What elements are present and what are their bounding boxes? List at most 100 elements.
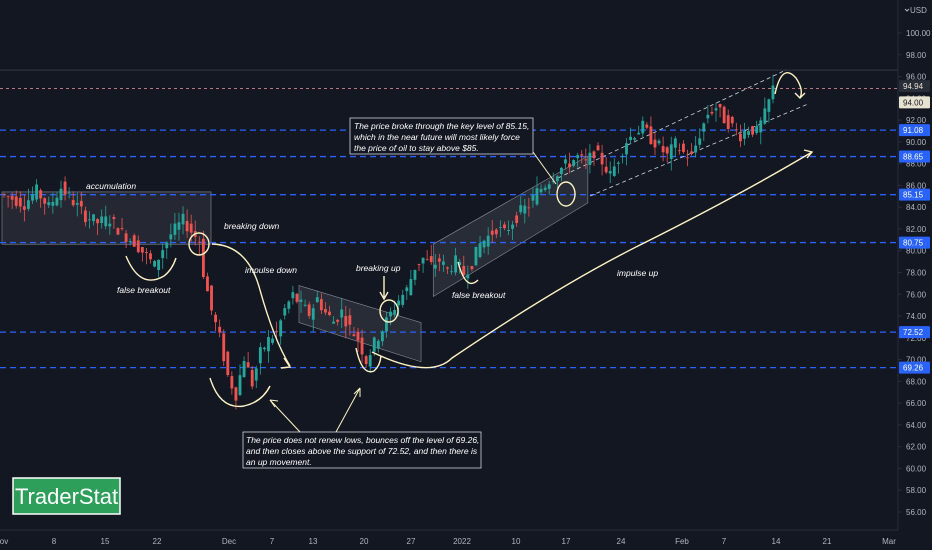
y-tick-label: 80.00	[906, 247, 927, 256]
note-pointer-right	[335, 387, 361, 433]
projection-curve	[774, 72, 803, 99]
candle-body	[763, 108, 767, 124]
candle-body	[262, 347, 266, 350]
annotation-label: false breakout	[117, 285, 171, 295]
candle-body	[523, 205, 527, 214]
current-price-tag	[899, 80, 930, 93]
candle-body	[287, 301, 291, 309]
candle-body	[482, 240, 486, 248]
candle-body	[710, 111, 714, 114]
candle-body	[511, 224, 515, 229]
candle-body	[555, 176, 559, 182]
candle-body	[612, 166, 616, 176]
annotation-label: false breakout	[452, 290, 506, 300]
candle-body	[730, 116, 734, 124]
candle-body	[409, 279, 413, 296]
current-price-tag-label: 94.00	[903, 98, 924, 107]
annotation-label: impulse down	[245, 265, 297, 275]
candle-body	[51, 201, 55, 206]
candle-body	[665, 147, 669, 154]
y-tick-label: 100.00	[906, 29, 931, 38]
candle-body	[714, 108, 718, 111]
candle-body	[92, 214, 95, 222]
level-price-tag-label: 69.26	[903, 364, 924, 373]
candle-body	[669, 144, 673, 159]
price-axis[interactable]: 56.00 58.00 60.00 62.00 64.00 66.00 68.00 70.00…	[897, 0, 932, 530]
candle-body	[88, 219, 91, 221]
candle-body	[747, 131, 750, 135]
candle-body	[218, 326, 222, 333]
impulse-down-arrowhead	[280, 357, 292, 369]
x-tick-label: 7	[722, 537, 727, 546]
candle-body	[10, 195, 14, 200]
candle-body	[568, 163, 571, 168]
candle-body	[718, 103, 722, 108]
candle-body	[498, 227, 502, 229]
candle-body	[173, 223, 177, 235]
candle-body	[751, 126, 755, 135]
candle-body	[181, 213, 185, 225]
y-tick-label: 60.00	[906, 464, 927, 473]
candle-body	[18, 198, 22, 207]
annotation-label: impulse up	[617, 268, 658, 278]
x-tick-label: 27	[407, 537, 416, 546]
y-tick-label: 90.00	[906, 138, 927, 147]
time-axis[interactable]: ov 8 15 22 Dec 7 13 20 27 2022 10 17 24 Feb 7 14 21 Mar	[0, 529, 932, 550]
level-price-tag-label: 91.08	[903, 126, 924, 135]
breaking-up-circle	[379, 299, 399, 323]
candle-body	[584, 159, 588, 161]
candle-body	[112, 217, 116, 220]
currency-selector[interactable]: USD	[904, 6, 927, 15]
candle-body	[454, 255, 458, 273]
candle-body	[258, 347, 262, 364]
candle-body	[197, 241, 201, 243]
note-bottom-line: The price does not renew lows, bounces o…	[246, 435, 479, 445]
candle-body	[238, 375, 242, 395]
candle-body	[503, 224, 506, 229]
level-price-tag	[899, 188, 930, 201]
candle-body	[328, 311, 331, 316]
candle-body	[759, 120, 763, 133]
candle-body	[470, 266, 474, 270]
x-tick-label: 10	[512, 537, 521, 546]
impulse-down-arrow	[211, 243, 291, 367]
y-tick-label: 76.00	[906, 290, 927, 299]
candle-body	[132, 235, 136, 247]
key-levels	[0, 69, 898, 369]
candle-body	[356, 331, 360, 341]
candle-body	[368, 355, 372, 367]
projection-arrowhead	[794, 92, 806, 99]
svg-text:TraderStat: TraderStat	[15, 484, 118, 509]
x-tick-label: 8	[52, 537, 57, 546]
annotation-label: breaking down	[224, 221, 280, 231]
candle-body	[547, 184, 551, 189]
level-price-tag	[899, 361, 930, 374]
candle-body	[564, 159, 567, 164]
candle-body	[405, 287, 409, 292]
candle-body	[543, 187, 547, 190]
candle-body	[767, 99, 771, 112]
impulse-up-arrowhead	[803, 149, 814, 159]
candle-body	[79, 200, 83, 207]
candle-body	[336, 319, 340, 322]
annotation-drawings	[125, 72, 814, 433]
breaking-down-circle	[188, 232, 210, 256]
candle-body	[698, 138, 702, 145]
candle-body	[136, 240, 140, 253]
candle-body	[686, 157, 689, 159]
candle-body	[421, 257, 425, 264]
candle-body	[519, 205, 523, 213]
candle-body	[417, 264, 421, 266]
candle-body	[31, 194, 34, 201]
x-tick-label: Mar	[882, 537, 896, 546]
candle-body	[157, 259, 161, 271]
y-tick-label: 78.00	[906, 269, 927, 278]
candle-body	[242, 361, 246, 378]
traderstat-logo: TraderStat	[12, 477, 121, 515]
candle-body	[226, 351, 230, 376]
x-tick-label: 2022	[453, 537, 471, 546]
y-tick-label: 66.00	[906, 399, 927, 408]
candle-body	[539, 188, 543, 193]
candle-body	[2, 194, 6, 196]
